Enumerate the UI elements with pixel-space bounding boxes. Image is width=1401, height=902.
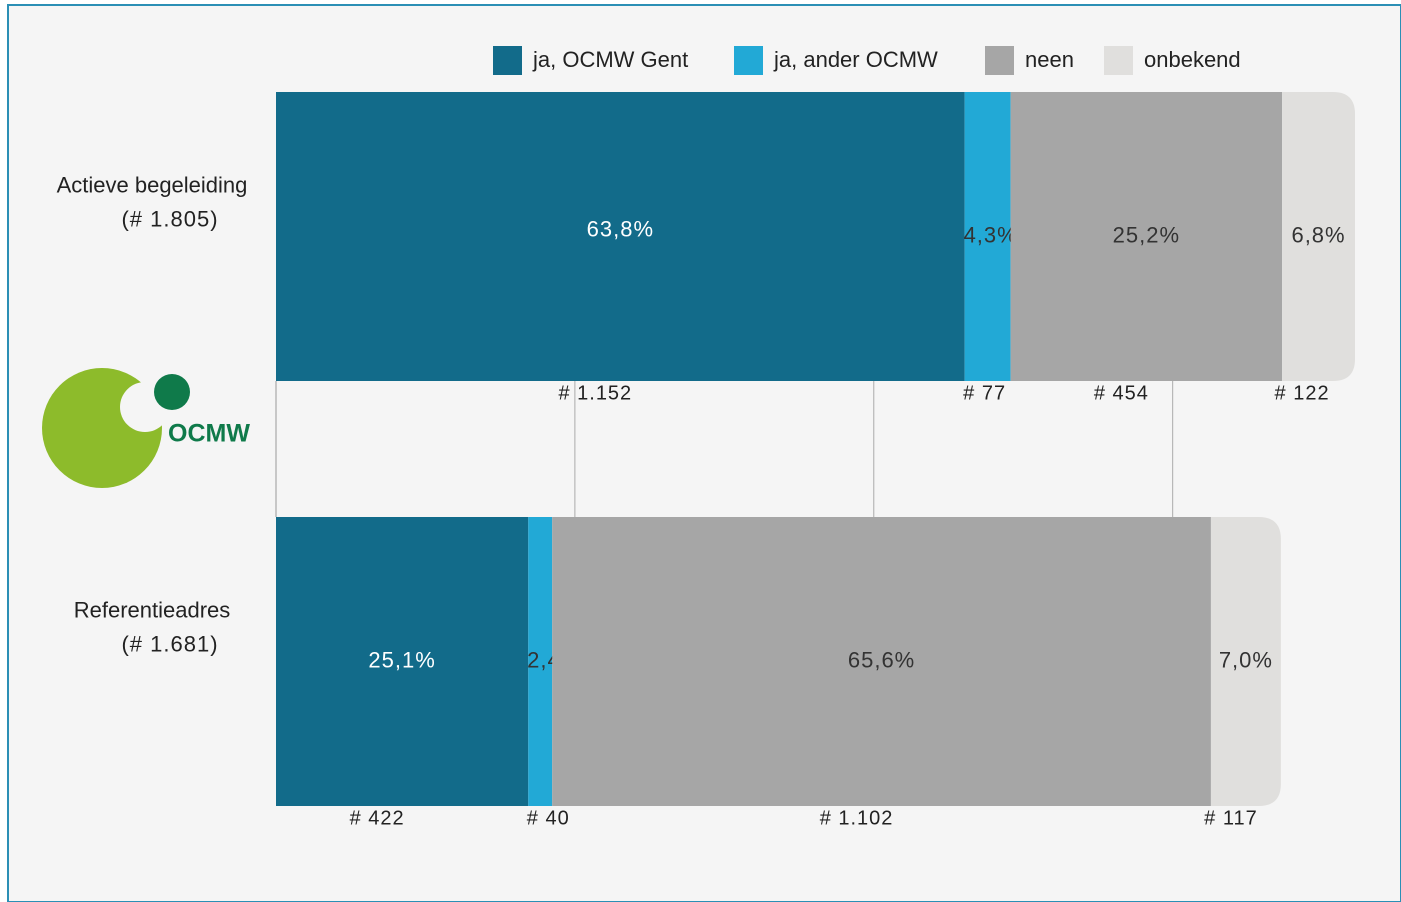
bar-segment — [1010, 92, 1283, 381]
legend-label: onbekend — [1144, 47, 1241, 72]
legend-swatch — [1104, 46, 1133, 75]
percent-label: 25,2% — [1113, 222, 1180, 247]
category-label: Referentieadres — [74, 597, 231, 622]
legend-swatch — [734, 46, 763, 75]
count-label: # 40 — [527, 807, 570, 829]
category-label: Actieve begeleiding — [57, 172, 248, 197]
bar-segment — [1282, 92, 1355, 381]
legend-label: neen — [1025, 47, 1074, 72]
legend-label: ja, ander OCMW — [773, 47, 938, 72]
count-label: # 422 — [350, 807, 405, 829]
count-label: # 77 — [963, 382, 1006, 404]
count-label: # 117 — [1204, 807, 1258, 829]
logo-dot — [154, 374, 190, 410]
bar-segment — [276, 92, 965, 381]
bar-segment — [1210, 517, 1281, 806]
bar-segment — [528, 517, 553, 806]
percent-label: 63,8% — [587, 216, 654, 241]
category-total: (# 1.805) — [121, 206, 218, 231]
logo: OCMW — [42, 368, 250, 488]
legend-swatch — [493, 46, 522, 75]
category-total: (# 1.681) — [121, 631, 218, 656]
legend-swatch — [985, 46, 1014, 75]
percent-label: 4,3% — [964, 222, 1018, 247]
logo-text: OCMW — [168, 420, 250, 448]
count-label: # 122 — [1275, 382, 1330, 404]
count-label: # 454 — [1094, 382, 1149, 404]
percent-label: 7,0% — [1219, 647, 1273, 672]
percent-label: 6,8% — [1291, 222, 1345, 247]
bar-segment — [552, 517, 1211, 806]
percent-label: 25,1% — [368, 647, 435, 672]
bar-segment — [964, 92, 1011, 381]
percent-label: 65,6% — [848, 647, 915, 672]
legend-label: ja, OCMW Gent — [532, 47, 688, 72]
count-label: # 1.102 — [820, 807, 894, 829]
count-label: # 1.152 — [558, 382, 632, 404]
bar-segment — [276, 517, 529, 806]
